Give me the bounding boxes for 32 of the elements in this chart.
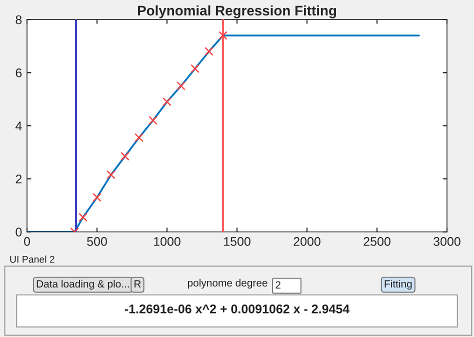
- text: R: [134, 280, 141, 288]
- point: [134, 133, 144, 142]
- point: [92, 192, 102, 202]
- x-tick-label: 2500: [364, 237, 390, 246]
- x-tick-label: 0: [24, 237, 30, 246]
- text: UI Panel 2: [10, 256, 54, 263]
- x-tick-label: 2000: [294, 237, 320, 246]
- point: [218, 31, 228, 40]
- text: polynome degree: [188, 278, 268, 289]
- y-tick-label: 6: [16, 68, 22, 78]
- x-tick-label: 500: [87, 237, 107, 246]
- x-tick-label: 3000: [434, 237, 460, 246]
- text: Data loading & plo...: [36, 280, 129, 290]
- y-tick-label: 2: [16, 174, 22, 184]
- point: [148, 116, 158, 125]
- point: [190, 64, 200, 74]
- text: -1.2691e-06 x^2 + 0.0091062 x - 2.9454: [124, 304, 350, 314]
- point: [176, 81, 186, 90]
- text: 2: [276, 281, 280, 288]
- point: [162, 97, 172, 106]
- x-tick-label: 1000: [154, 237, 180, 246]
- point: [204, 46, 214, 56]
- text: Fitting: [384, 280, 412, 290]
- line-series: [27, 34, 420, 232]
- chart-title: Polynomial Regression Fitting: [138, 5, 336, 18]
- y-tick-label: 8: [16, 15, 22, 24]
- point: [106, 170, 116, 180]
- y-tick-label: 4: [15, 122, 22, 130]
- x-tick-label: 1500: [224, 237, 250, 246]
- y-tick-label: 0: [16, 228, 22, 237]
- point: [120, 152, 130, 161]
- point: [78, 212, 88, 222]
